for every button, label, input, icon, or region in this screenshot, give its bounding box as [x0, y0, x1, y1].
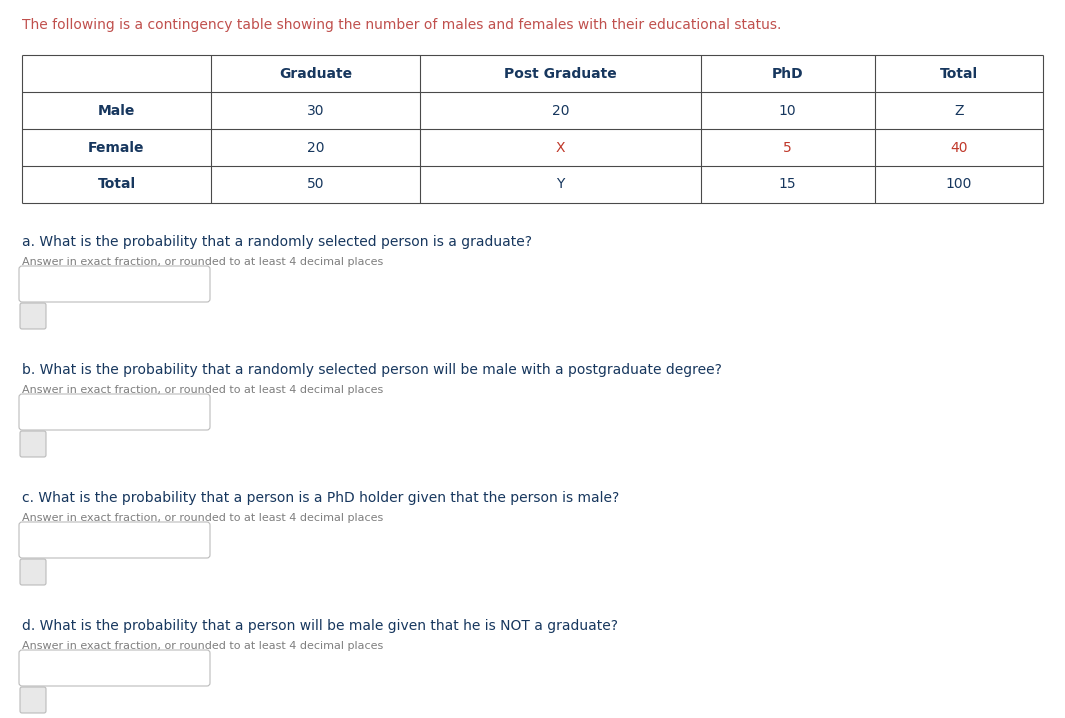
FancyBboxPatch shape	[19, 266, 210, 302]
FancyBboxPatch shape	[19, 394, 210, 430]
FancyBboxPatch shape	[20, 559, 46, 585]
Text: Answer in exact fraction, or rounded to at least 4 decimal places: Answer in exact fraction, or rounded to …	[22, 513, 383, 523]
Text: PhD: PhD	[772, 67, 804, 80]
Text: 10: 10	[779, 103, 797, 118]
FancyBboxPatch shape	[20, 687, 46, 713]
FancyBboxPatch shape	[20, 303, 46, 329]
Text: c. What is the probability that a person is a PhD holder given that the person i: c. What is the probability that a person…	[22, 491, 619, 505]
Text: Z: Z	[954, 103, 964, 118]
FancyBboxPatch shape	[19, 650, 210, 686]
Text: Answer in exact fraction, or rounded to at least 4 decimal places: Answer in exact fraction, or rounded to …	[22, 641, 383, 651]
Text: Female: Female	[88, 141, 145, 154]
Text: b. What is the probability that a randomly selected person will be male with a p: b. What is the probability that a random…	[22, 363, 722, 377]
Text: 20: 20	[552, 103, 570, 118]
Text: Answer in exact fraction, or rounded to at least 4 decimal places: Answer in exact fraction, or rounded to …	[22, 385, 383, 395]
Text: a. What is the probability that a randomly selected person is a graduate?: a. What is the probability that a random…	[22, 235, 532, 249]
Text: 40: 40	[950, 141, 967, 154]
Text: X: X	[556, 141, 566, 154]
Text: 15: 15	[779, 177, 797, 192]
FancyBboxPatch shape	[20, 431, 46, 457]
Text: 30: 30	[307, 103, 324, 118]
Text: Graduate: Graduate	[279, 67, 353, 80]
Text: d. What is the probability that a person will be male given that he is NOT a gra: d. What is the probability that a person…	[22, 619, 618, 633]
Text: 5: 5	[784, 141, 792, 154]
Text: Answer in exact fraction, or rounded to at least 4 decimal places: Answer in exact fraction, or rounded to …	[22, 257, 383, 267]
Text: Total: Total	[939, 67, 978, 80]
Text: Y: Y	[556, 177, 564, 192]
Text: 20: 20	[307, 141, 324, 154]
Text: The following is a contingency table showing the number of males and females wit: The following is a contingency table sho…	[22, 18, 782, 32]
Text: 50: 50	[307, 177, 324, 192]
Text: Total: Total	[97, 177, 135, 192]
FancyBboxPatch shape	[19, 522, 210, 558]
Text: 100: 100	[946, 177, 972, 192]
Text: Male: Male	[98, 103, 135, 118]
Text: Post Graduate: Post Graduate	[504, 67, 617, 80]
